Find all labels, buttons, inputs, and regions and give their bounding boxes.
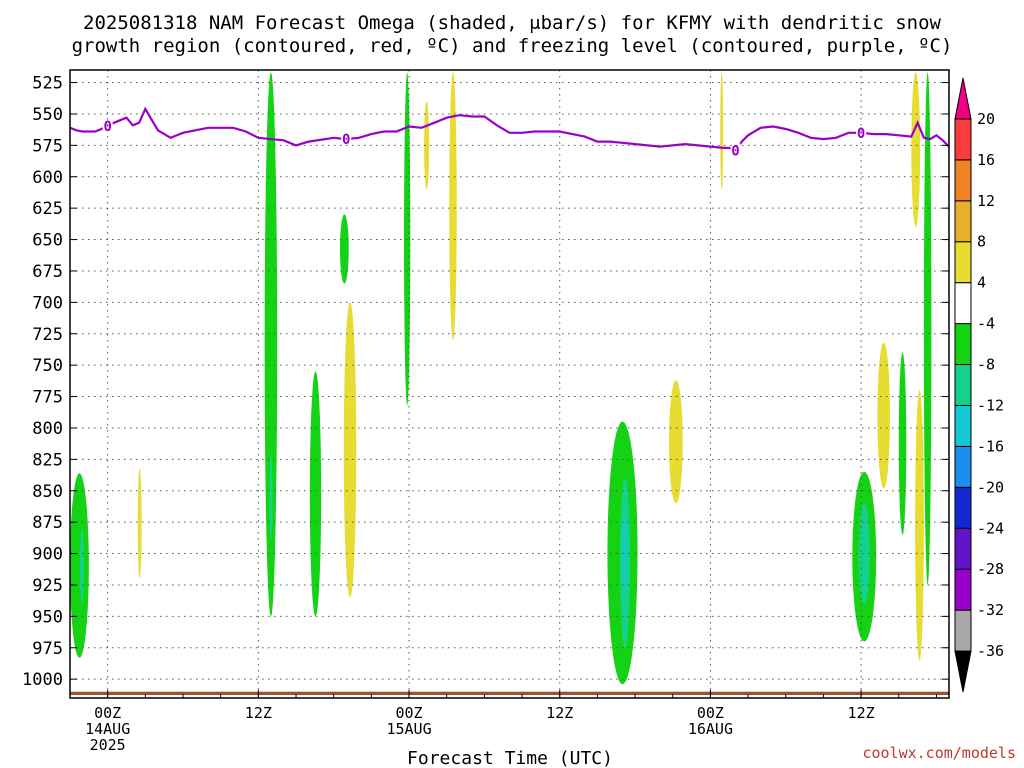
y-tick-label-825: 825 xyxy=(32,450,63,470)
chart-title-line-2: growth region (contoured, red, ºC) and f… xyxy=(72,35,953,57)
colorbar-low-arrow xyxy=(954,650,972,693)
x-tick-label-5-0: 12Z xyxy=(848,704,875,722)
omega-region-18 xyxy=(877,342,890,489)
ground-layer xyxy=(70,691,949,695)
colorbar-high-arrow xyxy=(954,77,972,120)
y-tick-label-850: 850 xyxy=(32,482,63,502)
colorbar-label-7: -8 xyxy=(977,356,995,374)
colorbar-label-3: -24 xyxy=(977,519,1004,537)
colorbar-swatch-3 xyxy=(954,527,972,570)
y-tick-label-600: 600 xyxy=(32,168,63,188)
x-tick-label-1-0: 12Z xyxy=(245,704,272,722)
omega-region-14 xyxy=(668,380,683,504)
colorbar-swatch-9 xyxy=(954,282,972,325)
y-tick-label-725: 725 xyxy=(32,325,63,345)
omega-shading-layer xyxy=(70,72,932,685)
freezing-level-label-1: 0 xyxy=(342,132,350,148)
x-tick-label-3-0: 12Z xyxy=(546,704,573,722)
y-tick-label-575: 575 xyxy=(32,136,63,156)
omega-region-9 xyxy=(424,101,430,190)
omega-region-5 xyxy=(309,371,322,617)
y-tick-label-550: 550 xyxy=(32,105,63,125)
freezing-level-line xyxy=(69,106,950,152)
freezing-level-label-bg-1 xyxy=(341,132,352,146)
x-tick-label-2-1: 15AUG xyxy=(386,720,431,738)
colorbar-label-13: 20 xyxy=(977,110,995,128)
x-tick-label-4-0: 00Z xyxy=(697,704,724,722)
x-axis-title: Forecast Time (UTC) xyxy=(407,748,613,768)
y-tick-label-775: 775 xyxy=(32,388,63,408)
colorbar-label-12: 16 xyxy=(977,151,995,169)
x-tick-label-0-0: 00Z xyxy=(94,704,121,722)
omega-region-0 xyxy=(70,473,89,658)
colorbar-swatch-11 xyxy=(954,200,972,243)
omega-region-13 xyxy=(622,515,627,592)
colorbar-swatch-12 xyxy=(954,159,972,202)
colorbar-label-1: -32 xyxy=(977,601,1004,619)
omega-region-21 xyxy=(915,390,924,661)
x-tick-label-4-1: 16AUG xyxy=(688,720,733,738)
y-tick-label-800: 800 xyxy=(32,419,63,439)
y-tick-label-625: 625 xyxy=(32,199,63,219)
colorbar-swatch-4 xyxy=(954,486,972,529)
colorbar-label-2: -28 xyxy=(977,560,1004,578)
y-tick-label-900: 900 xyxy=(32,545,63,565)
credit-text: coolwx.com/models xyxy=(862,744,1016,762)
ground-strip xyxy=(70,691,949,695)
y-tick-label-975: 975 xyxy=(32,639,63,659)
omega-region-15 xyxy=(720,72,724,190)
colorbar-swatch-13 xyxy=(954,118,972,161)
colorbar-swatch-7 xyxy=(954,364,972,406)
chart-title-line-1: 2025081318 NAM Forecast Omega (shaded, μ… xyxy=(83,12,941,34)
omega-region-19 xyxy=(898,352,907,535)
colorbar-swatch-5 xyxy=(954,445,972,488)
y-tick-label-650: 650 xyxy=(32,231,63,251)
omega-region-22 xyxy=(923,72,932,585)
y-tick-label-750: 750 xyxy=(32,356,63,376)
grid-layer xyxy=(70,70,949,698)
x-tick-label-0-2: 2025 xyxy=(90,736,126,754)
y-tick-label-700: 700 xyxy=(32,293,63,313)
y-tick-label-950: 950 xyxy=(32,607,63,627)
colorbar-label-6: -12 xyxy=(977,396,1004,414)
colorbar-swatch-6 xyxy=(954,404,972,447)
omega-region-1 xyxy=(80,528,84,604)
y-tick-label-675: 675 xyxy=(32,262,63,282)
freezing-level-label-3: 0 xyxy=(857,126,865,142)
freezing-level-label-2: 0 xyxy=(731,143,739,159)
colorbar-label-0: -36 xyxy=(977,642,1004,660)
colorbar-label-9: 4 xyxy=(977,274,986,292)
colorbar-label-10: 8 xyxy=(977,233,986,251)
omega-region-7 xyxy=(343,302,357,598)
omega-region-10 xyxy=(449,72,457,341)
y-axis: 525 550 575 600 625 650 675 700 725 750 775 800 825 8… xyxy=(22,74,949,690)
colorbar-label-11: 12 xyxy=(977,192,995,210)
colorbar-label-4: -20 xyxy=(977,478,1004,496)
colorbar-label-8: -4 xyxy=(977,315,995,333)
colorbar-swatch-8 xyxy=(954,323,972,366)
y-tick-label-525: 525 xyxy=(32,74,63,94)
x-tick-label-2-0: 00Z xyxy=(395,704,422,722)
freezing-level-label-bg-3 xyxy=(856,125,867,139)
y-tick-label-925: 925 xyxy=(32,576,63,596)
x-tick-label-0-1: 14AUG xyxy=(85,720,130,738)
colorbar-swatch-1 xyxy=(954,609,972,652)
colorbar-swatch-10 xyxy=(954,241,972,284)
plot-frame xyxy=(69,69,950,699)
omega-region-17 xyxy=(858,503,870,604)
freezing-level-layer: 0 0 0 0 xyxy=(69,106,950,159)
freezing-level-label-0: 0 xyxy=(103,119,111,135)
omega-region-20 xyxy=(911,72,921,227)
y-tick-label-875: 875 xyxy=(32,513,63,533)
colorbar-label-5: -16 xyxy=(977,437,1004,455)
omega-region-2 xyxy=(137,468,142,579)
colorbar-swatch-2 xyxy=(954,568,972,611)
colorbar: -36 -32 -28 -24 -20 -16 -12 -8 -4 4 8 12 16 20 xyxy=(954,77,1004,693)
y-tick-label-1000: 1000 xyxy=(22,670,63,690)
omega-region-6 xyxy=(339,214,349,284)
omega-region-4 xyxy=(269,453,273,541)
freezing-level-label-bg-2 xyxy=(730,143,741,157)
